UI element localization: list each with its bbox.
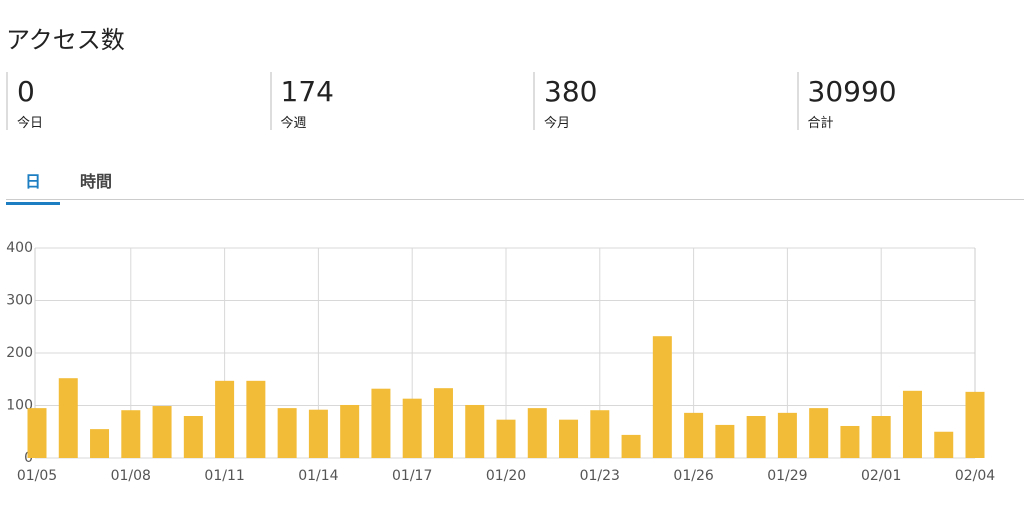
x-tick-label: 01/23: [580, 468, 620, 484]
bar: [652, 336, 672, 458]
stat: 30990 合計: [796, 72, 897, 131]
stat-label: 今週: [280, 116, 307, 131]
y-tick-label: 300: [6, 293, 33, 309]
x-tick-label: 01/29: [767, 468, 807, 484]
bar: [277, 408, 297, 458]
bar: [152, 406, 172, 458]
x-tick-label: 01/17: [392, 468, 432, 484]
stat-value: 0: [17, 75, 35, 108]
bar: [715, 424, 735, 458]
bar: [871, 416, 891, 458]
bar: [402, 398, 422, 458]
bar: [246, 380, 266, 458]
bar: [308, 409, 328, 458]
bar: [340, 404, 360, 458]
stat-label: 合計: [807, 116, 834, 131]
x-tick-label: 01/26: [673, 468, 713, 484]
x-tick-label: 02/04: [955, 468, 995, 484]
bar: [590, 410, 610, 458]
bar: [27, 408, 47, 458]
bar: [371, 388, 391, 458]
y-tick-label: 100: [6, 398, 33, 414]
x-tick-label: 01/11: [204, 468, 244, 484]
x-tick-label: 01/14: [298, 468, 338, 484]
bar: [809, 408, 829, 458]
x-tick-label: 01/08: [111, 468, 151, 484]
bar: [527, 408, 547, 458]
bar: [777, 412, 797, 458]
stat-value: 380: [544, 75, 598, 108]
stat-label: 今月: [544, 116, 571, 131]
page-title: アクセス数: [6, 26, 125, 54]
x-tick-label: 01/20: [486, 468, 526, 484]
bar: [746, 416, 766, 458]
bar: [902, 390, 922, 458]
bar: [121, 410, 141, 458]
tab[interactable]: 日: [6, 168, 60, 205]
bar: [965, 391, 985, 458]
tab[interactable]: 時間: [79, 172, 112, 191]
bar: [621, 434, 641, 458]
x-tick-label: 02/01: [861, 468, 901, 484]
x-tick-label: 01/05: [17, 468, 57, 484]
bar: [433, 388, 453, 458]
y-tick-label: 400: [6, 240, 33, 256]
bar: [559, 419, 579, 458]
bar: [496, 419, 516, 458]
bar: [840, 425, 860, 458]
bar: [90, 429, 110, 458]
bar: [183, 416, 203, 458]
bar: [934, 431, 954, 458]
stat-label: 今日: [17, 116, 44, 131]
stat-value: 30990: [807, 75, 897, 108]
bar: [465, 404, 485, 458]
tab-divider: [6, 199, 1024, 200]
stat: 380 今月: [533, 72, 598, 131]
stat: 174 今週: [269, 72, 334, 131]
bar: [58, 378, 78, 458]
stat: 0 今日: [6, 72, 44, 131]
bar: [215, 380, 235, 458]
bar: [684, 412, 704, 458]
chart: 010020030040001/0501/0801/1101/1401/1701…: [6, 240, 995, 484]
stat-value: 174: [280, 75, 334, 108]
y-tick-label: 200: [6, 345, 33, 361]
